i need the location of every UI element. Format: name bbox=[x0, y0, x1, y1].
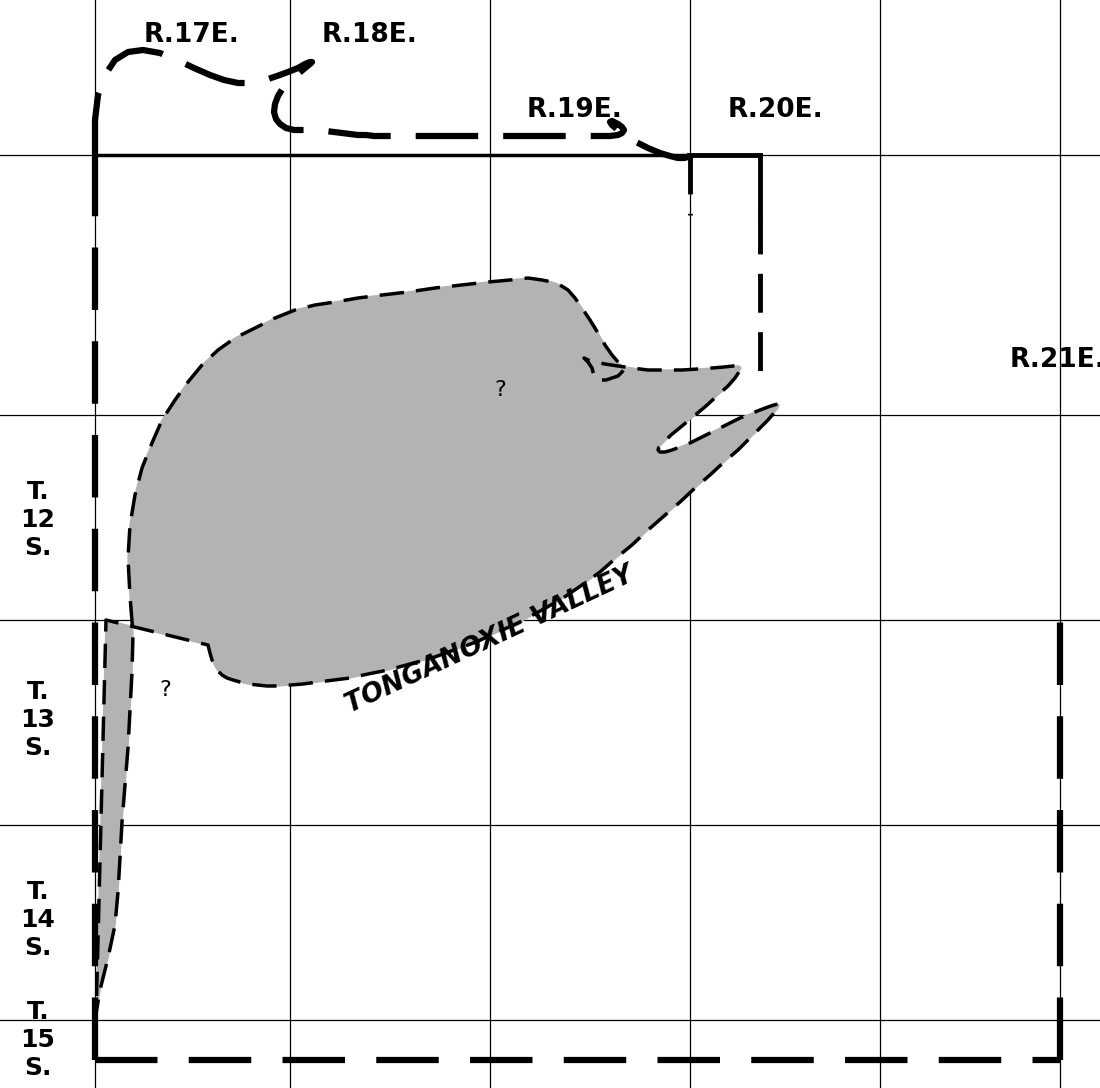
Text: R.17E.: R.17E. bbox=[144, 22, 240, 48]
Text: R.21E.: R.21E. bbox=[1010, 347, 1100, 373]
Text: T.
14
S.: T. 14 S. bbox=[21, 880, 55, 960]
Text: T.
13
S.: T. 13 S. bbox=[21, 680, 55, 759]
Text: R.19E.: R.19E. bbox=[527, 97, 623, 123]
Text: ?: ? bbox=[160, 680, 170, 700]
Polygon shape bbox=[95, 279, 779, 1060]
Text: R.18E.: R.18E. bbox=[322, 22, 418, 48]
Text: TONGANOXIE VALLEY: TONGANOXIE VALLEY bbox=[342, 561, 638, 718]
Text: ?: ? bbox=[494, 380, 506, 400]
Text: T.
15
S.: T. 15 S. bbox=[21, 1000, 55, 1079]
Text: T.
12
S.: T. 12 S. bbox=[21, 480, 55, 560]
Text: R.20E.: R.20E. bbox=[727, 97, 823, 123]
